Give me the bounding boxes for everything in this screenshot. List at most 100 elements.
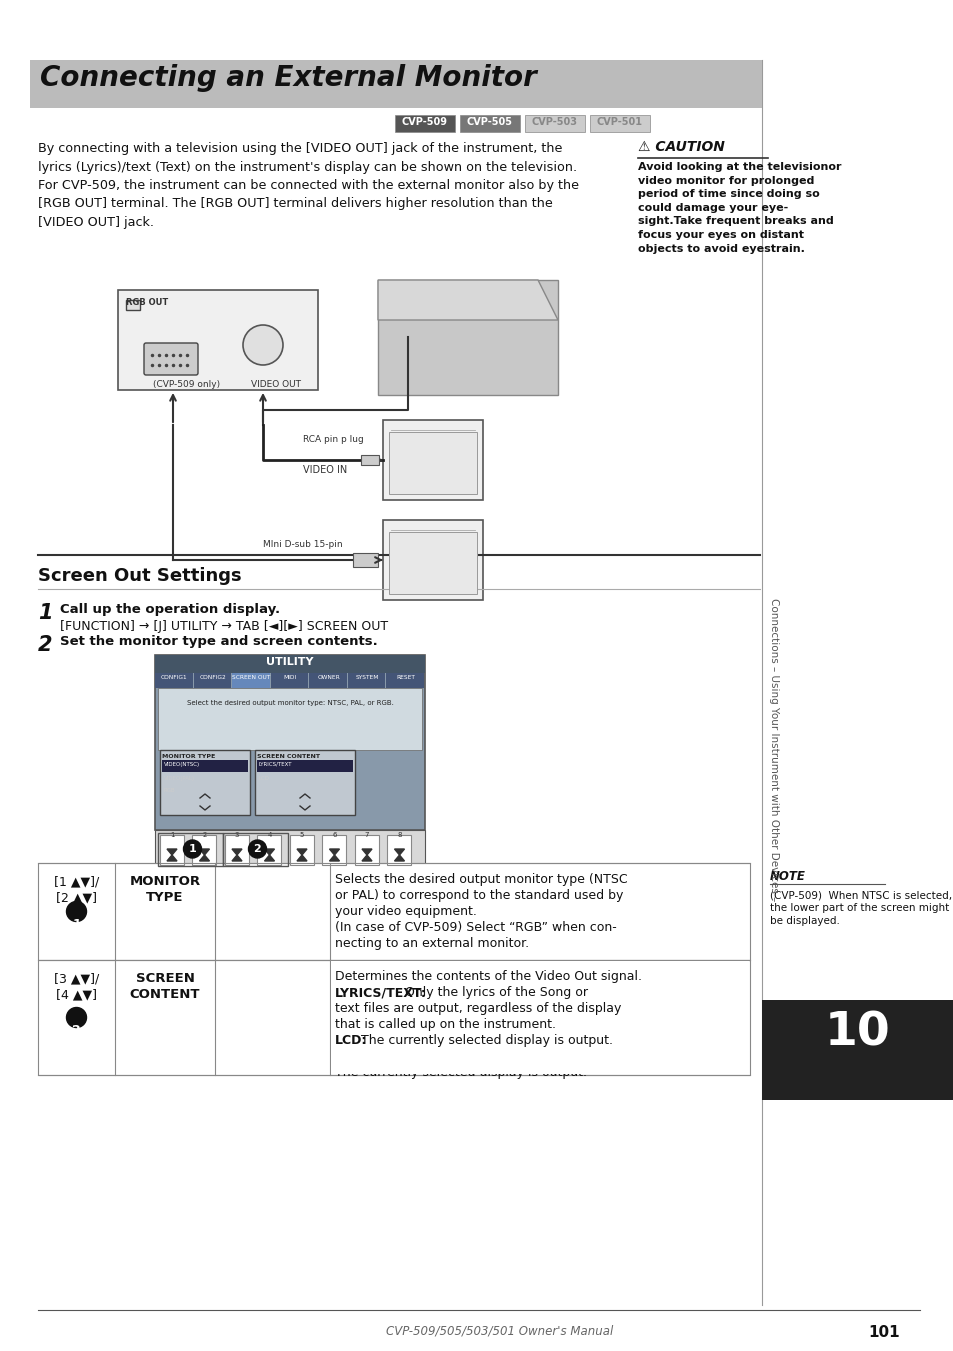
Text: Connections – Using Your Instrument with Other Devices –: Connections – Using Your Instrument with… <box>768 598 779 901</box>
Circle shape <box>183 840 201 858</box>
Text: LYRICS/TEXT:: LYRICS/TEXT: <box>335 986 426 998</box>
Circle shape <box>243 326 283 365</box>
Text: CONFIG1: CONFIG1 <box>161 676 188 680</box>
Bar <box>30 59 761 108</box>
Text: CVP-503: CVP-503 <box>532 118 578 127</box>
Text: CVP-509/505/503/501 Owner's Manual: CVP-509/505/503/501 Owner's Manual <box>386 1325 613 1337</box>
Polygon shape <box>395 855 404 861</box>
Circle shape <box>67 1008 87 1028</box>
Text: text files are output, regardless of the display: text files are output, regardless of the… <box>335 1019 620 1031</box>
Bar <box>355 835 378 865</box>
Text: Only the lyrics of the Song or: Only the lyrics of the Song or <box>400 986 587 998</box>
Polygon shape <box>232 855 242 861</box>
Text: [4 ▲▼]: [4 ▲▼] <box>56 988 97 1001</box>
Bar <box>223 834 288 866</box>
Polygon shape <box>296 848 307 855</box>
Text: Connecting an External Monitor: Connecting an External Monitor <box>40 63 537 92</box>
Text: text files are output, regardless of the display: text files are output, regardless of the… <box>335 1002 620 1015</box>
Text: LCD: LCD <box>258 775 270 781</box>
Bar <box>524 115 584 132</box>
Text: LYRICS/TEXT: LYRICS/TEXT <box>258 762 293 767</box>
Bar <box>360 455 378 465</box>
Polygon shape <box>167 848 177 855</box>
Text: Only the lyrics of the Song or: Only the lyrics of the Song or <box>335 1002 517 1015</box>
Bar <box>154 655 424 830</box>
Text: Set the monitor type and screen contents.: Set the monitor type and screen contents… <box>60 635 377 648</box>
Text: (CVP-509 only): (CVP-509 only) <box>152 380 220 389</box>
Text: SCREEN: SCREEN <box>135 971 194 985</box>
Bar <box>257 835 281 865</box>
Text: that is called up on the instrument.: that is called up on the instrument. <box>335 1034 556 1047</box>
Text: By connecting with a television using the [VIDEO OUT] jack of the instrument, th: By connecting with a television using th… <box>38 142 578 230</box>
Text: [FUNCTION] → [J] UTILITY → TAB [◄][►] SCREEN OUT: [FUNCTION] → [J] UTILITY → TAB [◄][►] SC… <box>60 620 388 634</box>
Text: CVP-505: CVP-505 <box>467 118 513 127</box>
Text: Determines the contents of the Video Out signal.: Determines the contents of the Video Out… <box>335 970 641 984</box>
Text: 1: 1 <box>72 917 81 931</box>
Text: 2: 2 <box>72 1024 81 1036</box>
Polygon shape <box>329 848 339 855</box>
Bar <box>154 830 424 867</box>
Bar <box>322 835 346 865</box>
Text: 2: 2 <box>202 832 207 838</box>
Text: Determines the contents of the Video Out signal.: Determines the contents of the Video Out… <box>335 970 641 984</box>
Bar <box>162 761 248 771</box>
Text: necting to an external monitor.: necting to an external monitor. <box>335 938 529 950</box>
Text: UTILITY: UTILITY <box>266 657 314 667</box>
Bar <box>353 553 377 567</box>
Text: VIDEO IN: VIDEO IN <box>303 465 347 476</box>
Text: (CVP-509)  When NTSC is selected,
the lower part of the screen might not
be disp: (CVP-509) When NTSC is selected, the low… <box>769 890 953 927</box>
Bar <box>382 420 482 500</box>
Polygon shape <box>361 848 372 855</box>
Text: or PAL) to correspond to the standard used by: or PAL) to correspond to the standard us… <box>335 889 622 902</box>
Text: (In case of CVP-509) Select “RGB” when con-: (In case of CVP-509) Select “RGB” when c… <box>335 921 616 934</box>
Text: 8: 8 <box>396 832 401 838</box>
Text: CVP-501: CVP-501 <box>597 118 642 127</box>
Polygon shape <box>199 848 210 855</box>
Text: 1: 1 <box>170 832 174 838</box>
FancyBboxPatch shape <box>144 343 198 376</box>
Bar <box>395 115 455 132</box>
Text: CONTENT: CONTENT <box>130 988 200 1001</box>
Text: your video equipment.: your video equipment. <box>335 905 476 917</box>
Text: [2 ▲▼]: [2 ▲▼] <box>56 892 97 904</box>
Text: MONITOR TYPE: MONITOR TYPE <box>162 754 215 759</box>
Polygon shape <box>167 855 177 861</box>
Bar <box>386 673 423 688</box>
Text: VIDEO OUT: VIDEO OUT <box>251 380 301 389</box>
Text: ⚠ CAUTION: ⚠ CAUTION <box>638 141 724 154</box>
Text: VIDEO(NTSC): VIDEO(NTSC) <box>164 762 200 767</box>
Bar <box>232 673 270 688</box>
Bar <box>377 280 558 394</box>
Text: 5: 5 <box>299 832 304 838</box>
Text: LYRICS/TEXT:: LYRICS/TEXT: <box>335 986 426 998</box>
Bar <box>193 835 216 865</box>
Polygon shape <box>377 280 558 320</box>
Polygon shape <box>361 855 372 861</box>
Text: 6: 6 <box>332 832 336 838</box>
Bar <box>154 655 424 673</box>
Text: 1: 1 <box>189 844 196 854</box>
Bar <box>160 835 184 865</box>
Bar <box>389 532 476 594</box>
Polygon shape <box>264 848 274 855</box>
Text: TYPE: TYPE <box>146 892 184 904</box>
Polygon shape <box>199 855 210 861</box>
Polygon shape <box>395 848 404 855</box>
Text: CONFIG2: CONFIG2 <box>199 676 226 680</box>
Bar <box>256 761 353 771</box>
Circle shape <box>248 840 266 858</box>
Text: MIni D-sub 15-pin: MIni D-sub 15-pin <box>263 540 342 549</box>
Text: LCD:: LCD: <box>335 1034 367 1047</box>
Bar <box>254 750 355 815</box>
Bar <box>290 835 314 865</box>
Text: MONITOR: MONITOR <box>130 875 200 888</box>
Text: that is called up on the instrument.: that is called up on the instrument. <box>335 1019 556 1031</box>
Polygon shape <box>329 855 339 861</box>
Bar <box>459 115 519 132</box>
Text: [1 ▲▼]/: [1 ▲▼]/ <box>53 875 99 888</box>
Bar <box>387 835 411 865</box>
Text: RGB OUT: RGB OUT <box>126 299 168 307</box>
Text: LCD:: LCD: <box>335 1050 367 1063</box>
Text: SCREEN CONTENT: SCREEN CONTENT <box>256 754 319 759</box>
Text: Avoid looking at the televisionor
video monitor for prolonged
period of time sin: Avoid looking at the televisionor video … <box>638 162 841 254</box>
